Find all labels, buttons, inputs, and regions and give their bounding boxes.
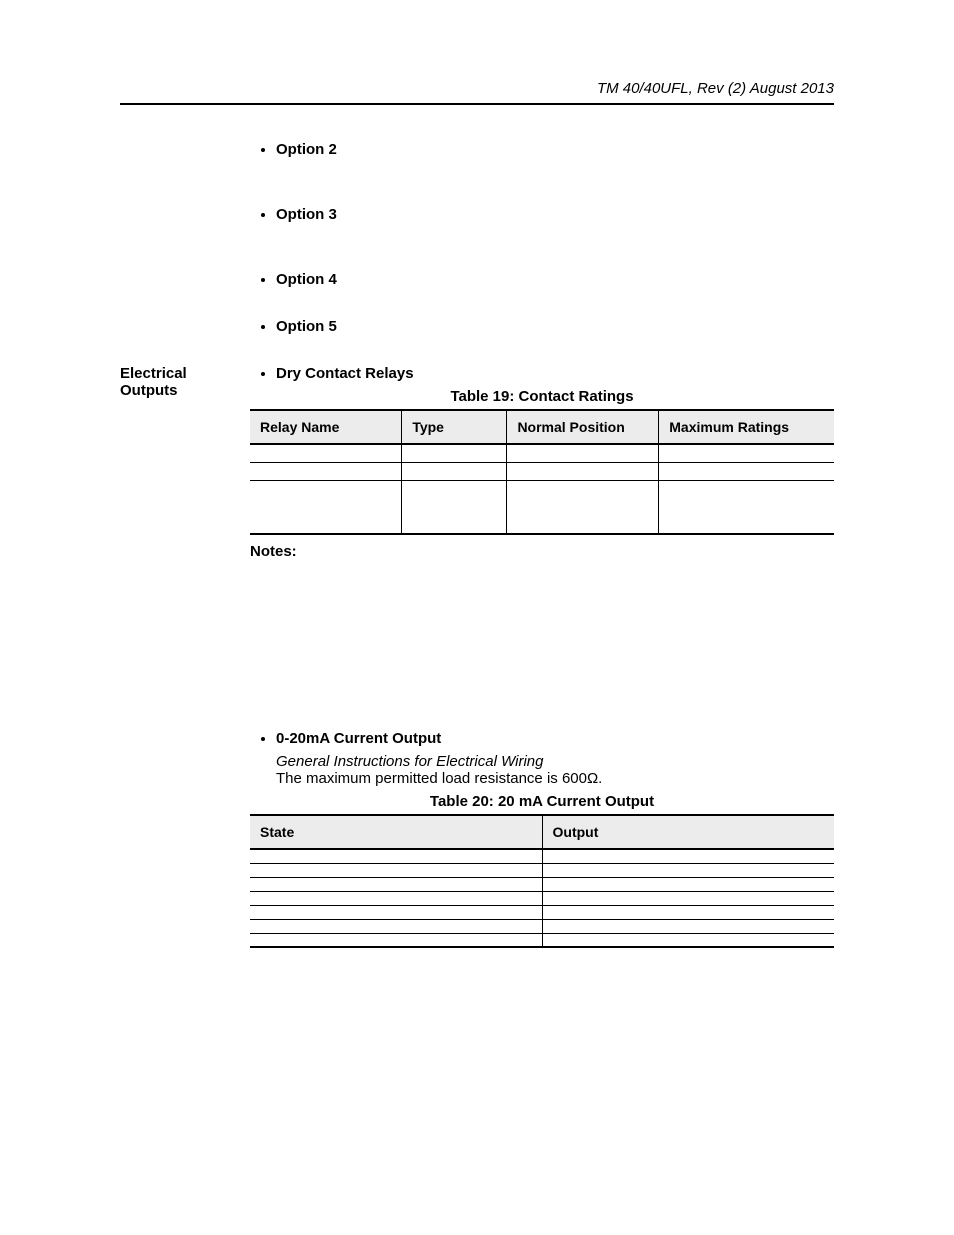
current-bullet-label: 0-20mA Current Output xyxy=(276,730,441,747)
options-row: Option 2 Option 3 Option 4 Option 5 xyxy=(120,141,834,335)
table19-caption: Table 19: Contact Ratings xyxy=(250,388,834,405)
table-cell xyxy=(250,462,402,480)
table-cell xyxy=(507,480,659,534)
table19-header: Type xyxy=(402,410,507,444)
table-cell xyxy=(659,444,834,462)
table-cell xyxy=(402,480,507,534)
table-cell xyxy=(250,444,402,462)
table-cell xyxy=(250,877,542,891)
sidebar-electrical-outputs: Electrical Outputs xyxy=(120,365,250,399)
option-item: Option 3 xyxy=(276,206,834,223)
table-cell xyxy=(542,877,834,891)
table-cell xyxy=(659,462,834,480)
options-list: Option 2 Option 3 Option 4 Option 5 xyxy=(250,141,834,335)
electrical-row: Electrical Outputs Dry Contact Relays Ta… xyxy=(120,365,834,948)
page-header: TM 40/40UFL, Rev (2) August 2013 xyxy=(120,80,834,105)
table-cell xyxy=(659,480,834,534)
electrical-col: Dry Contact Relays Table 19: Contact Rat… xyxy=(250,365,834,948)
table-row xyxy=(250,462,834,480)
table20-header: State xyxy=(250,815,542,849)
table-row xyxy=(250,891,834,905)
table-cell xyxy=(250,480,402,534)
table-cell xyxy=(542,919,834,933)
table-cell xyxy=(250,891,542,905)
table-row xyxy=(250,933,834,947)
table-cell xyxy=(542,891,834,905)
option-item: Option 2 xyxy=(276,141,834,158)
table-row xyxy=(250,905,834,919)
table-cell xyxy=(542,863,834,877)
table-row xyxy=(250,863,834,877)
current-sub-italic: General Instructions for Electrical Wiri… xyxy=(276,753,834,770)
table20-caption: Table 20: 20 mA Current Output xyxy=(250,793,834,810)
option-item: Option 4 xyxy=(276,271,834,288)
table-cell xyxy=(250,905,542,919)
relays-bullet: Dry Contact Relays xyxy=(276,365,834,382)
current-sub-plain: The maximum permitted load resistance is… xyxy=(276,770,834,787)
table-cell xyxy=(507,462,659,480)
table-row xyxy=(250,849,834,863)
table19-header: Normal Position xyxy=(507,410,659,444)
table-row xyxy=(250,480,834,534)
table-cell xyxy=(542,933,834,947)
notes-label: Notes: xyxy=(250,543,834,560)
table20: State Output xyxy=(250,814,834,948)
relays-list: Dry Contact Relays xyxy=(250,365,834,382)
table-cell xyxy=(250,933,542,947)
table-cell xyxy=(542,849,834,863)
table19-header: Relay Name xyxy=(250,410,402,444)
table-cell xyxy=(542,905,834,919)
table-cell xyxy=(250,849,542,863)
current-bullet: 0-20mA Current Output General Instructio… xyxy=(276,730,834,787)
table19-header: Maximum Ratings xyxy=(659,410,834,444)
options-col: Option 2 Option 3 Option 4 Option 5 xyxy=(250,141,834,335)
table-row xyxy=(250,877,834,891)
table-cell xyxy=(402,444,507,462)
table-row xyxy=(250,444,834,462)
table-cell xyxy=(250,863,542,877)
table-row xyxy=(250,919,834,933)
table-cell xyxy=(250,919,542,933)
notes-spacer xyxy=(250,560,834,730)
option-item: Option 5 xyxy=(276,318,834,335)
table-cell xyxy=(402,462,507,480)
table19: Relay Name Type Normal Position Maximum … xyxy=(250,409,834,535)
table-cell xyxy=(507,444,659,462)
current-list: 0-20mA Current Output General Instructio… xyxy=(250,730,834,787)
page: TM 40/40UFL, Rev (2) August 2013 Option … xyxy=(0,0,954,1235)
table20-header: Output xyxy=(542,815,834,849)
